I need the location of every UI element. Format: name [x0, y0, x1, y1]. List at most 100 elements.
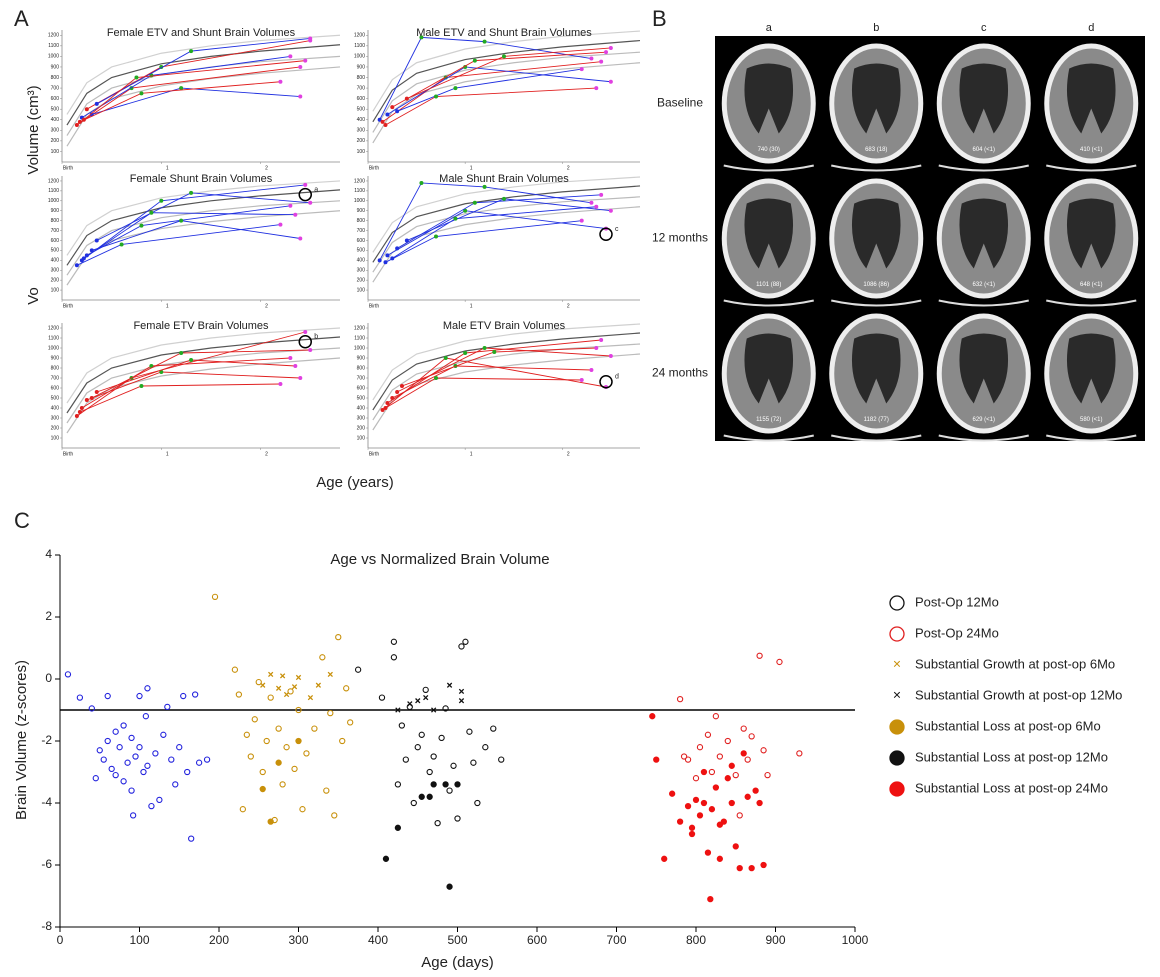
point — [275, 725, 282, 732]
volume-label: 683 (18) — [865, 147, 887, 153]
point — [653, 756, 660, 763]
point — [380, 119, 385, 124]
point — [414, 744, 421, 751]
line — [372, 176, 641, 253]
line — [392, 365, 592, 399]
y-tick-label: 600 — [51, 238, 60, 244]
point — [140, 768, 147, 776]
y-tick-label: 300 — [51, 268, 60, 274]
volume-label: 604 (<1) — [972, 147, 995, 153]
annotation-circle — [599, 375, 613, 389]
point — [434, 820, 441, 827]
point — [732, 843, 739, 850]
point — [418, 731, 425, 738]
y-tick-label: 500 — [357, 248, 366, 254]
point — [579, 378, 584, 382]
point — [247, 753, 254, 760]
column-header: d — [1088, 22, 1094, 34]
x-tick-label: 400 — [368, 933, 388, 947]
point — [159, 370, 164, 374]
point — [235, 691, 243, 698]
x-tick-label: 2 — [265, 165, 268, 171]
x-tick-label: Birth — [63, 303, 74, 309]
y-tick-label: 1100 — [354, 335, 365, 341]
y-tick-label: 800 — [51, 365, 60, 371]
y-tick-label: 800 — [51, 75, 60, 81]
point — [728, 762, 735, 769]
y-tick-label: 900 — [357, 64, 366, 70]
line — [66, 44, 341, 126]
point — [94, 101, 99, 106]
line — [66, 180, 341, 256]
x-tick-label: 100 — [129, 933, 149, 947]
point — [315, 682, 322, 688]
x-tick-label: 1 — [470, 303, 473, 309]
y-tick-label: 300 — [357, 268, 366, 274]
point — [684, 802, 692, 810]
point — [89, 396, 94, 400]
x-tick-label: 800 — [686, 933, 706, 947]
ventricle — [1066, 333, 1116, 404]
y-tick-label: -6 — [41, 857, 52, 871]
point — [275, 685, 282, 691]
x-tick-label: 2 — [567, 303, 570, 309]
y-tick-label: 500 — [51, 107, 60, 113]
point — [184, 768, 191, 776]
point — [295, 706, 302, 714]
point — [692, 775, 700, 782]
point — [188, 835, 195, 842]
volume-label: 1086 (86) — [863, 282, 889, 288]
y-tick-label: 700 — [51, 85, 60, 91]
point — [377, 258, 382, 263]
x-tick-label: Birth — [369, 303, 380, 309]
point — [323, 787, 330, 794]
chart-title: Male Shunt Brain Volumes — [439, 173, 569, 185]
point — [128, 787, 135, 794]
annotation: b — [314, 334, 318, 341]
line — [379, 182, 592, 261]
point — [74, 123, 79, 128]
point — [716, 753, 723, 760]
point — [259, 768, 266, 776]
point — [744, 756, 751, 763]
skull-rim — [723, 299, 814, 307]
point — [704, 849, 712, 856]
point — [308, 36, 313, 41]
x-tick-label: 0 — [57, 933, 64, 947]
point — [298, 94, 303, 99]
point — [278, 79, 283, 84]
point — [116, 744, 123, 751]
point — [680, 753, 688, 760]
line — [96, 359, 296, 393]
point — [400, 384, 404, 388]
point — [112, 771, 119, 779]
point — [720, 818, 727, 825]
skull-rim — [831, 164, 922, 172]
line — [66, 189, 341, 266]
point — [180, 692, 187, 700]
line — [66, 34, 341, 115]
point — [395, 246, 400, 251]
y-tick-label: 900 — [51, 355, 60, 361]
line — [66, 336, 341, 414]
point — [700, 768, 708, 776]
point — [669, 790, 676, 797]
skull-rim — [723, 164, 814, 172]
line — [66, 357, 341, 434]
skull-rim — [831, 434, 922, 442]
point — [434, 94, 438, 99]
y-tick-label: 600 — [357, 96, 366, 102]
y-tick-label: 500 — [357, 395, 366, 401]
line — [66, 200, 341, 276]
point — [385, 112, 390, 117]
x-tick-label: 1 — [166, 303, 169, 309]
point — [589, 368, 594, 372]
point — [453, 216, 458, 221]
y-tick-label: 1100 — [354, 188, 365, 194]
point — [279, 673, 286, 679]
point — [278, 222, 283, 227]
point — [77, 119, 82, 124]
point — [589, 200, 594, 205]
ventricle — [744, 198, 794, 269]
